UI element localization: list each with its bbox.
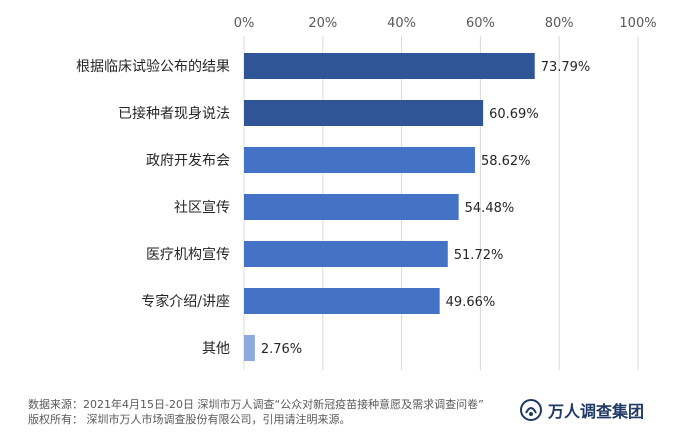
bar xyxy=(244,335,255,361)
brand-name: 万人调查集团 xyxy=(548,402,645,421)
category-labels: 根据临床试验公布的结果已接种者现身说法政府开发布会社区宣传医疗机构宣传专家介绍/… xyxy=(76,59,230,357)
brand-logo-icon xyxy=(520,399,542,421)
category-label: 已接种者现身说法 xyxy=(118,105,230,122)
data-label: 73.79% xyxy=(541,60,591,75)
x-axis-ticks: 0% 20% 40% 60% 80% 100% xyxy=(234,16,657,31)
bar xyxy=(244,194,459,220)
x-tick-label: 20% xyxy=(308,16,337,31)
category-label: 专家介绍/讲座 xyxy=(141,293,230,310)
category-label: 其他 xyxy=(202,341,230,357)
brand: 万人调查集团 xyxy=(520,398,644,422)
x-tick-label: 60% xyxy=(466,16,495,31)
data-label: 49.66% xyxy=(446,295,496,310)
data-label: 54.48% xyxy=(465,201,515,216)
data-label: 51.72% xyxy=(454,248,504,263)
category-label: 政府开发布会 xyxy=(146,153,230,169)
data-label: 60.69% xyxy=(489,107,539,122)
data-label: 2.76% xyxy=(261,342,302,357)
data-label: 58.62% xyxy=(481,154,531,169)
bar xyxy=(244,100,484,126)
category-label: 社区宣传 xyxy=(174,200,230,216)
x-tick-label: 100% xyxy=(619,16,656,31)
x-tick-label: 40% xyxy=(387,16,416,31)
bar xyxy=(244,147,475,173)
data-labels: 73.79% 60.69% 58.62% 54.48% 51.72% 49.66% 2.76… xyxy=(261,60,590,357)
x-tick-label: 0% xyxy=(234,16,255,31)
category-label: 根据临床试验公布的结果 xyxy=(76,59,230,75)
bar xyxy=(244,288,440,314)
category-label: 医疗机构宣传 xyxy=(146,247,230,263)
x-tick-label: 80% xyxy=(545,16,574,31)
footer-copyright: 版权所有： 深圳市万人市场调查股份有限公司，引用请注明来源。 xyxy=(28,413,351,426)
bars xyxy=(244,53,535,361)
footer-source: 数据来源：2021年4月15日-20日 深圳市万人调查“公众对新冠疫苗接种意愿及… xyxy=(28,398,484,411)
bar xyxy=(244,53,535,79)
bar xyxy=(244,241,448,267)
